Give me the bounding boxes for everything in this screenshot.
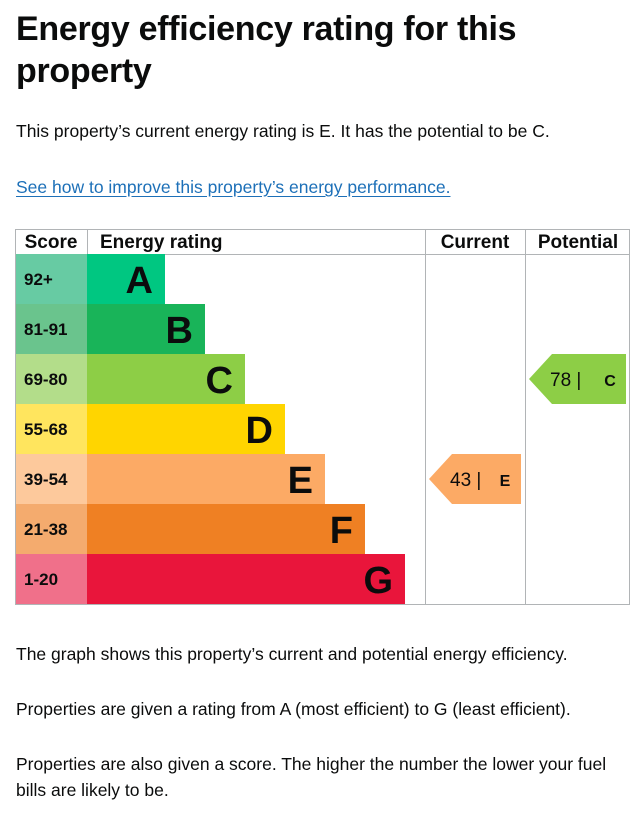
score-range-c: 69-80	[24, 370, 67, 389]
column-header-potential: Potential	[538, 232, 618, 253]
rating-letter-e: E	[288, 460, 313, 502]
intro-text: This property’s current energy rating is…	[16, 121, 550, 141]
score-cell-a	[16, 254, 87, 304]
rating-bar-g	[87, 554, 405, 604]
score-cell-f	[16, 504, 87, 554]
rating-letter-c: C	[206, 360, 233, 402]
rating-bar-f	[87, 504, 365, 554]
rating-letter-b: B	[166, 310, 193, 352]
current-rating-arrow	[429, 454, 521, 504]
score-cell-g	[16, 554, 87, 604]
score-description: Properties are also given a score. The h…	[16, 754, 607, 800]
rating-letter-g: G	[363, 560, 393, 602]
rating-bar-e	[87, 454, 325, 504]
potential-rating-letter: C	[604, 373, 616, 390]
rating-description: Properties are given a rating from A (mo…	[16, 699, 571, 719]
score-cell-c	[16, 354, 87, 404]
chart-border	[15, 229, 630, 605]
rating-letter-a: A	[126, 260, 153, 302]
rating-indicators: 43 | E 78 | C	[429, 354, 626, 504]
current-rating-letter: E	[500, 473, 511, 490]
potential-rating-arrow	[529, 354, 626, 404]
energy-rating-chart: Score Energy rating Current Potential 92+ A 8…	[15, 229, 630, 605]
chart-headers: Score Energy rating Current Potential	[25, 232, 619, 253]
rating-letter-f: F	[330, 510, 353, 552]
score-cell-d	[16, 404, 87, 454]
rating-bar-d	[87, 404, 285, 454]
rating-bar-a	[87, 254, 165, 304]
improve-performance-link[interactable]: See how to improve this property’s energ…	[16, 177, 451, 197]
score-cell-b	[16, 304, 87, 354]
rating-bar-b	[87, 304, 205, 354]
score-cell-e	[16, 454, 87, 504]
column-header-current: Current	[441, 232, 510, 253]
chart-grid	[15, 229, 630, 605]
score-range-b: 81-91	[24, 320, 67, 339]
column-header-score: Score	[25, 232, 78, 253]
rating-letter-d: D	[246, 410, 273, 452]
score-range-a: 92+	[24, 270, 53, 289]
score-range-d: 55-68	[24, 420, 67, 439]
score-range-g: 1-20	[24, 570, 58, 589]
page-title: Energy efficiency rating for this proper…	[16, 10, 517, 90]
score-range-f: 21-38	[24, 520, 67, 539]
current-rating-score: 43 |	[450, 470, 481, 491]
potential-rating-score: 78 |	[550, 370, 581, 391]
column-header-energy-rating: Energy rating	[100, 232, 222, 253]
graph-description: The graph shows this property’s current …	[16, 644, 568, 664]
score-range-e: 39-54	[24, 470, 68, 489]
rating-bar-c	[87, 354, 245, 404]
rating-bands: 92+ A 81-91 B 69-80 C 55-68 D 39-54 E 21-38 F 1-20 G	[16, 254, 405, 604]
